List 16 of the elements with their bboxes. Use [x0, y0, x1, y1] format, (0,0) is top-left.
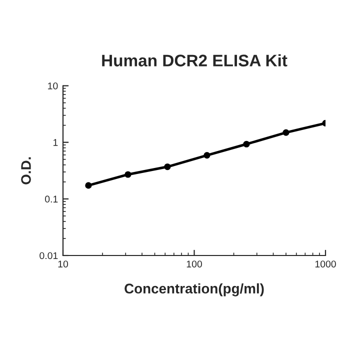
y-tick-label: 0.1	[45, 196, 58, 203]
point	[124, 171, 132, 178]
y-tick-label: 10	[48, 82, 58, 90]
point	[85, 182, 92, 189]
x-tick-label: 10	[58, 260, 68, 268]
point	[164, 163, 171, 170]
x-tick-label: 1000	[315, 260, 336, 268]
point	[282, 129, 290, 136]
y-axis-title: O.D.	[21, 157, 31, 184]
y-tick-label: 0.01	[40, 252, 58, 260]
point	[204, 152, 210, 159]
y-tick-label: 1	[53, 139, 58, 146]
x-tick-label: 100	[186, 260, 202, 268]
chart-title: Human DCR2 ELISA Kit	[102, 54, 288, 66]
point	[243, 140, 250, 148]
x-axis-title: Concentration(pg/ml)	[124, 283, 264, 296]
